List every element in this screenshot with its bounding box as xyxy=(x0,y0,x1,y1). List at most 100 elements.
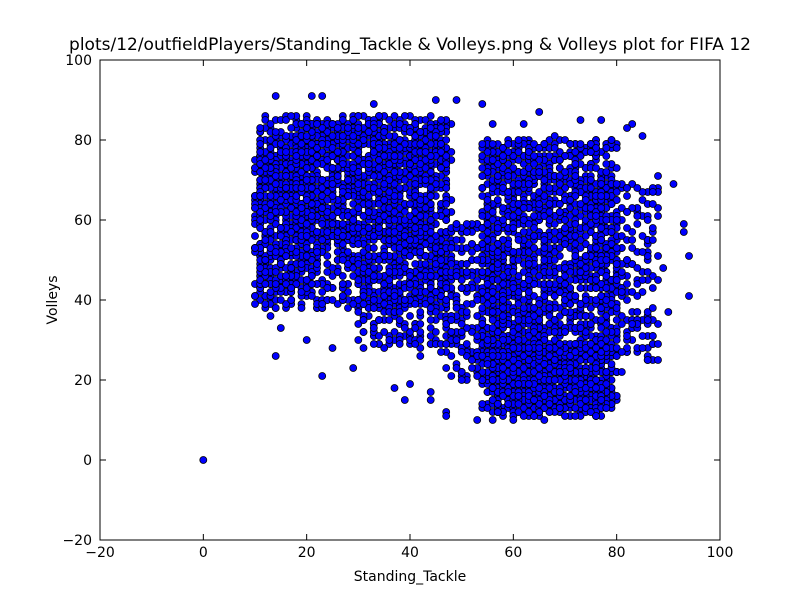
data-point xyxy=(567,269,574,276)
data-point xyxy=(562,329,569,336)
data-point xyxy=(272,249,279,256)
data-point xyxy=(546,185,553,192)
data-point xyxy=(303,165,310,172)
data-point xyxy=(401,297,408,304)
data-point xyxy=(365,225,372,232)
data-point xyxy=(417,249,424,256)
data-point xyxy=(339,273,346,280)
data-point xyxy=(489,209,496,216)
data-point xyxy=(427,273,434,280)
data-point xyxy=(303,177,310,184)
data-point xyxy=(551,257,558,264)
data-point xyxy=(572,253,579,260)
data-point xyxy=(546,269,553,276)
data-point xyxy=(252,233,259,240)
data-point xyxy=(422,301,429,308)
data-point xyxy=(360,301,367,308)
data-point xyxy=(334,209,341,216)
data-point xyxy=(345,249,352,256)
data-point xyxy=(541,237,548,244)
data-point xyxy=(381,345,388,352)
data-point xyxy=(562,217,569,224)
data-point xyxy=(479,213,486,220)
data-point xyxy=(396,185,403,192)
data-point xyxy=(272,305,279,312)
data-point xyxy=(339,221,346,228)
data-point xyxy=(510,269,517,276)
data-point xyxy=(350,117,357,124)
data-point xyxy=(386,269,393,276)
data-point xyxy=(262,281,269,288)
data-point xyxy=(376,189,383,196)
data-point xyxy=(277,261,284,268)
data-point xyxy=(319,205,326,212)
data-point xyxy=(577,201,584,208)
data-point xyxy=(381,129,388,136)
data-point xyxy=(252,245,259,252)
data-point xyxy=(365,129,372,136)
data-point xyxy=(308,141,315,148)
data-point xyxy=(562,241,569,248)
data-point xyxy=(417,129,424,136)
data-point xyxy=(525,277,532,284)
data-point xyxy=(257,141,264,148)
data-point xyxy=(339,233,346,240)
data-point xyxy=(324,229,331,236)
data-point xyxy=(572,209,579,216)
data-point xyxy=(314,249,321,256)
data-point xyxy=(525,181,532,188)
data-point xyxy=(417,161,424,168)
data-point xyxy=(417,197,424,204)
data-point xyxy=(541,141,548,148)
data-point xyxy=(303,133,310,140)
data-point xyxy=(262,237,269,244)
data-point xyxy=(360,345,367,352)
data-point xyxy=(355,149,362,156)
data-point xyxy=(551,317,558,324)
data-point xyxy=(303,253,310,260)
data-point xyxy=(510,213,517,220)
data-point xyxy=(319,289,326,296)
data-point xyxy=(603,369,610,376)
data-point xyxy=(314,229,321,236)
data-point xyxy=(587,185,594,192)
data-point xyxy=(417,309,424,316)
data-point xyxy=(541,245,548,252)
data-point xyxy=(562,169,569,176)
data-point xyxy=(314,121,321,128)
data-point xyxy=(438,117,445,124)
data-point xyxy=(277,225,284,232)
data-point xyxy=(603,145,610,152)
data-point xyxy=(438,257,445,264)
data-point xyxy=(257,149,264,156)
data-point xyxy=(272,281,279,288)
data-point xyxy=(520,297,527,304)
data-point xyxy=(288,113,295,120)
data-point xyxy=(525,289,532,296)
data-point xyxy=(417,213,424,220)
data-point xyxy=(396,309,403,316)
data-point xyxy=(484,197,491,204)
data-point xyxy=(257,169,264,176)
data-point xyxy=(515,189,522,196)
data-point xyxy=(536,201,543,208)
data-point xyxy=(262,257,269,264)
data-point xyxy=(603,153,610,160)
data-point xyxy=(572,149,579,156)
data-point xyxy=(381,169,388,176)
data-point xyxy=(370,305,377,312)
data-point xyxy=(401,217,408,224)
data-point xyxy=(515,181,522,188)
data-point xyxy=(303,277,310,284)
data-point xyxy=(432,289,439,296)
data-point xyxy=(412,301,419,308)
data-point xyxy=(608,361,615,368)
data-point xyxy=(386,277,393,284)
data-point xyxy=(257,193,264,200)
data-point xyxy=(381,153,388,160)
data-point xyxy=(515,149,522,156)
data-point xyxy=(350,133,357,140)
data-point xyxy=(407,129,414,136)
